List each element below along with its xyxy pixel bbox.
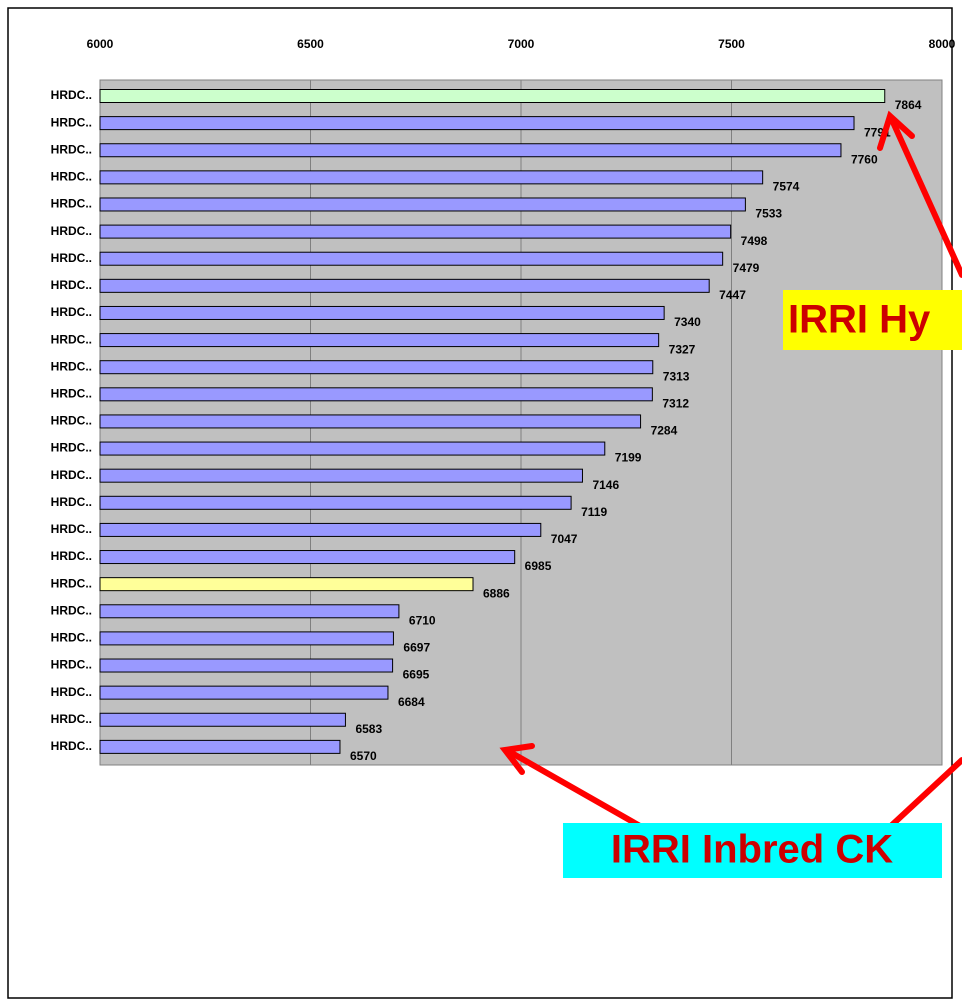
y-tick-label: HRDC.. [51,251,92,265]
bar [99,604,400,619]
annotation-box [783,290,962,350]
y-tick-label: HRDC.. [51,278,92,292]
y-tick-label: HRDC.. [51,305,92,319]
value-label: 7119 [581,505,607,519]
y-tick-label: HRDC.. [51,739,92,753]
y-tick-label: HRDC.. [51,441,92,455]
bar [99,251,724,266]
value-label: 7313 [663,369,690,383]
value-label: 7047 [551,532,578,546]
bar [99,577,474,592]
bar [99,116,855,131]
bar [99,685,389,700]
y-tick-label: HRDC.. [51,522,92,536]
bar [99,441,606,456]
x-tick-label: 6000 [87,37,114,51]
y-tick-label: HRDC.. [51,170,92,184]
y-tick-label: HRDC.. [51,224,92,238]
bar [99,739,341,754]
y-tick-label: HRDC.. [51,332,92,346]
y-tick-label: HRDC.. [51,495,92,509]
value-label: 6695 [403,668,430,682]
annotation-box [563,823,942,878]
y-tick-label: HRDC.. [51,576,92,590]
bar [99,170,764,185]
value-label: 6710 [409,613,436,627]
value-label: 7327 [669,342,696,356]
bar [99,414,642,429]
y-tick-label: HRDC.. [51,685,92,699]
bar [99,89,886,103]
y-tick-label: HRDC.. [51,549,92,563]
value-label: 7312 [662,396,689,410]
y-tick-label: HRDC.. [51,603,92,617]
x-tick-label: 7000 [508,37,535,51]
bar [99,658,394,673]
bar [99,495,572,510]
value-label: 7447 [719,288,746,302]
value-label: 6697 [403,641,430,655]
bar [99,468,583,483]
bar [99,333,660,348]
value-label: 7498 [741,234,768,248]
value-label: 7199 [615,451,642,465]
value-label: 7340 [674,315,701,329]
value-label: 7533 [755,207,782,221]
y-tick-label: HRDC.. [51,88,92,102]
bar [99,712,346,727]
value-label: 6985 [525,559,552,573]
value-label: 6583 [355,722,382,736]
value-label: 7760 [851,152,878,166]
bar [99,387,653,402]
y-tick-label: HRDC.. [51,359,92,373]
bar [99,360,654,375]
bar [99,522,542,537]
value-label: 7479 [733,261,760,275]
bar [99,197,746,212]
value-label: 7864 [895,98,922,112]
x-tick-label: 8000 [929,37,956,51]
x-tick-label: 7500 [718,37,745,51]
bar [99,143,842,158]
value-label: 6570 [350,749,377,763]
value-label: 7146 [592,478,619,492]
annotation: IRRI Hy [788,298,931,342]
bar [99,550,516,565]
value-label: 6886 [483,586,510,600]
y-tick-label: HRDC.. [51,386,92,400]
x-tick-label: 6500 [297,37,324,51]
value-label: 6684 [398,695,425,709]
bar [99,278,710,293]
bar [99,305,665,320]
y-tick-label: HRDC.. [51,414,92,428]
y-tick-label: HRDC.. [51,712,92,726]
y-tick-label: HRDC.. [51,142,92,156]
y-tick-label: HRDC.. [51,197,92,211]
y-tick-label: HRDC.. [51,658,92,672]
y-tick-label: HRDC.. [51,115,92,129]
value-label: 7284 [651,424,678,438]
annotation: IRRI Inbred CK [611,828,893,872]
y-tick-label: HRDC.. [51,631,92,645]
bar [99,224,732,239]
y-tick-label: HRDC.. [51,468,92,482]
bar [99,631,394,646]
value-label: 7574 [773,180,800,194]
